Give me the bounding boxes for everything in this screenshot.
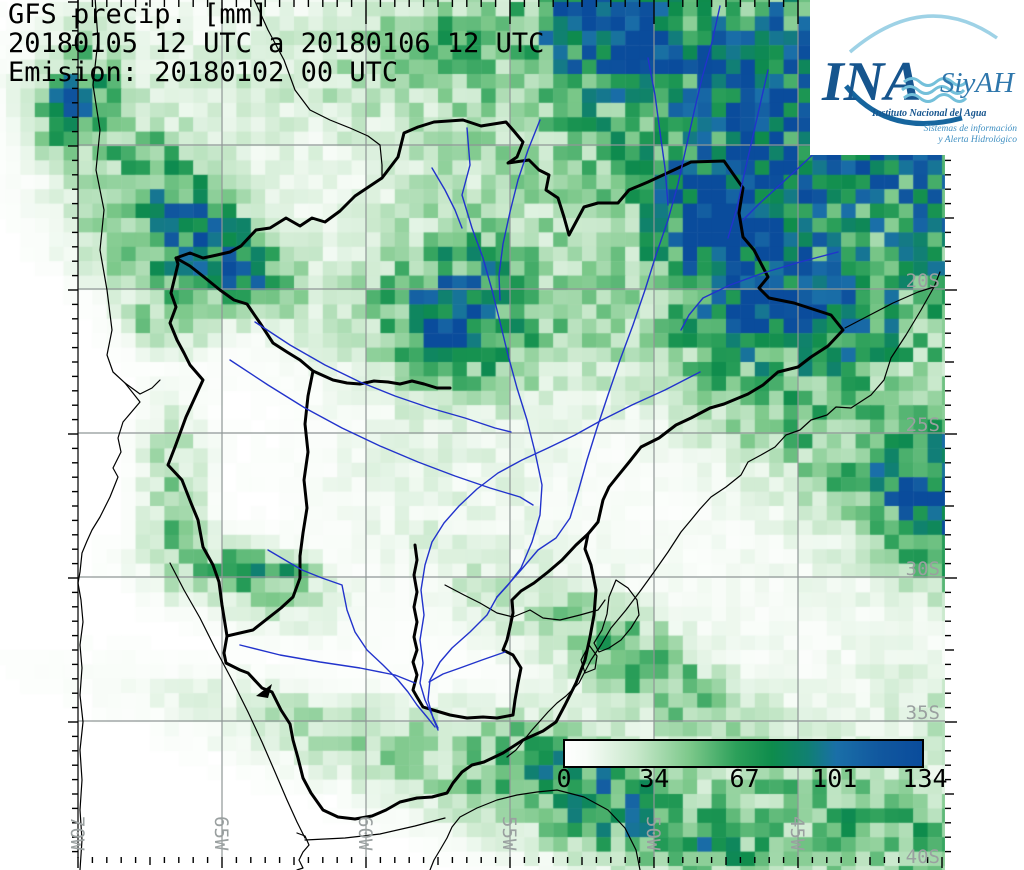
logo-subtitle-alert: y Alerta Hidrológico [937, 135, 1017, 145]
lat-label-25s: 25S [905, 414, 940, 436]
colorbar-tick-label: 134 [902, 764, 948, 793]
basin-boundary-arrowhead-icon [256, 684, 272, 698]
precip-colorbar [563, 739, 924, 768]
logo-bottom-arc-icon [844, 84, 963, 126]
logo-waves-icon [901, 77, 968, 103]
lon-label-45w: 45W [786, 816, 808, 851]
lon-label-55w: 55W [498, 816, 520, 851]
colorbar-tick-label: 67 [729, 764, 760, 793]
lat-label-35s: 35S [905, 702, 940, 724]
logo-ina-text: INA [821, 51, 922, 113]
map-title: GFS precip. [mm] 20180105 12 UTC a 201801… [8, 0, 544, 87]
colorbar-tick-label: 34 [639, 764, 670, 793]
lat-label-40s: 40S [905, 846, 940, 868]
lon-label-70w: 70W [66, 816, 88, 851]
basin-and-country-borders [77, 0, 941, 870]
logo-graphic: INA SiyAH Instituto Nacional del Agua Si… [821, 14, 1018, 145]
title-line-product: GFS precip. [mm] [8, 0, 269, 30]
title-line-valid-period: 20180105 12 UTC a 20180106 12 UTC [8, 28, 545, 59]
lon-label-50w: 50W [642, 816, 664, 851]
river-network [229, 5, 839, 731]
lon-label-65w: 65W [210, 816, 232, 851]
axis-ticks [68, 0, 957, 868]
colorbar-tick-label: 0 [556, 764, 572, 793]
lat-label-20s: 20S [905, 270, 940, 292]
ina-siyah-logo: INA SiyAH Instituto Nacional del Agua Si… [810, 0, 1024, 155]
lat-label-30s: 30S [905, 558, 940, 580]
colorbar-tick-label: 101 [812, 764, 858, 793]
title-line-emission: Emision: 20180102 00 UTC [8, 57, 399, 88]
logo-subtitle-institute: Instituto Nacional del Agua [871, 108, 986, 119]
logo-top-arc-icon [848, 14, 998, 54]
logo-subtitle-systems: Sistemas de información [924, 123, 1018, 134]
lon-label-60w: 60W [354, 816, 376, 851]
logo-siyah-text: SiyAH [940, 67, 1016, 99]
